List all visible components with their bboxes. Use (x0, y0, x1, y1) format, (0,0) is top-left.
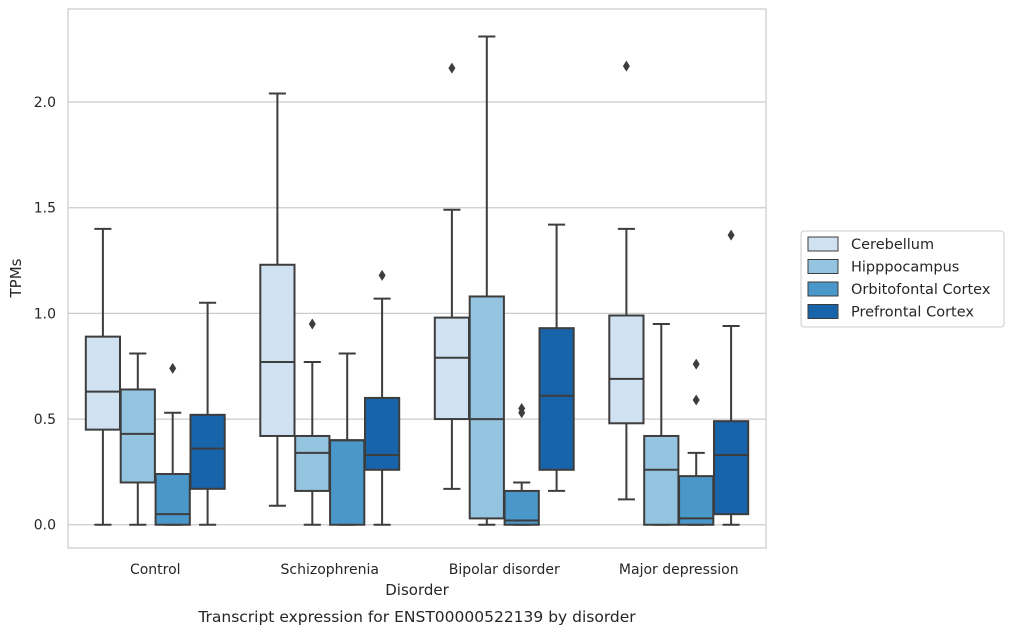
box (503, 402, 540, 526)
legend-swatch (807, 259, 839, 274)
series-orbitofontal-cortex (154, 352, 715, 526)
outlier-point (692, 394, 700, 406)
x-axis-title: Disorder (385, 581, 449, 599)
box-body (538, 327, 575, 471)
box (294, 318, 331, 526)
box (468, 35, 505, 526)
outlier-point (308, 318, 316, 330)
legend-swatch (807, 236, 839, 252)
y-tick-label: 1.5 (34, 201, 56, 217)
box-series (84, 35, 750, 526)
y-axis-ticks: 0.0 0.5 1.0 1.5 2.0 (34, 95, 56, 534)
y-tick-label: 2.0 (34, 95, 56, 111)
box-body (678, 475, 715, 526)
chart-caption: Transcript expression for ENST0000052213… (197, 608, 636, 626)
box-body (154, 473, 191, 526)
legend-label: Hipppocampus (851, 260, 959, 276)
box-body (189, 413, 226, 490)
series-hipppocampus (119, 35, 680, 526)
box-body (84, 335, 122, 431)
box-body (643, 434, 680, 526)
x-tick-label: Major depression (619, 562, 739, 578)
box-body (468, 295, 505, 520)
outlier-point (727, 229, 735, 241)
box-body (119, 388, 156, 484)
box-body (363, 396, 401, 471)
box (608, 60, 645, 501)
box (189, 301, 226, 526)
box (538, 223, 575, 492)
box (433, 62, 471, 490)
outlier-point (448, 62, 456, 74)
box (329, 352, 366, 526)
box (119, 352, 156, 526)
legend-swatch (807, 304, 839, 319)
box-body (503, 489, 540, 526)
legend-frame (800, 230, 1005, 328)
x-tick-label: Schizophrenia (281, 562, 379, 578)
box (712, 229, 750, 526)
outlier-point (692, 358, 700, 370)
box-body (712, 420, 750, 516)
box-body (259, 263, 296, 437)
y-tick-label: 0.0 (34, 518, 56, 534)
box-body (294, 434, 331, 492)
series-prefrontal-cortex (189, 223, 750, 526)
y-tick-label: 1.0 (34, 306, 56, 322)
outlier-point (378, 269, 386, 281)
x-tick-label: Control (130, 562, 181, 578)
series-cerebellum (84, 60, 645, 526)
box (259, 92, 296, 507)
outlier-point (518, 402, 526, 414)
legend-swatch (807, 281, 839, 297)
box (154, 362, 191, 526)
box-body (433, 316, 471, 421)
box-body (329, 439, 366, 526)
box-body (608, 314, 645, 425)
outlier-point (169, 362, 177, 374)
box (84, 227, 122, 526)
x-axis-ticks: Control Schizophrenia Bipolar disorder Majo… (130, 562, 739, 578)
box (678, 358, 715, 526)
legend-label: Cerebellum (851, 237, 934, 253)
legend-label: Prefrontal Cortex (851, 305, 974, 321)
outlier-point (622, 60, 630, 72)
x-tick-label: Bipolar disorder (449, 562, 560, 578)
y-tick-label: 0.5 (34, 412, 56, 428)
box (363, 269, 401, 526)
box (643, 322, 680, 526)
legend: Cerebellum Hipppocampus Orbitofontal Corte… (800, 230, 1005, 328)
plot-area-frame (67, 8, 767, 549)
legend-label: Orbitofontal Cortex (851, 282, 991, 298)
y-axis-title: TPMs (7, 258, 25, 298)
